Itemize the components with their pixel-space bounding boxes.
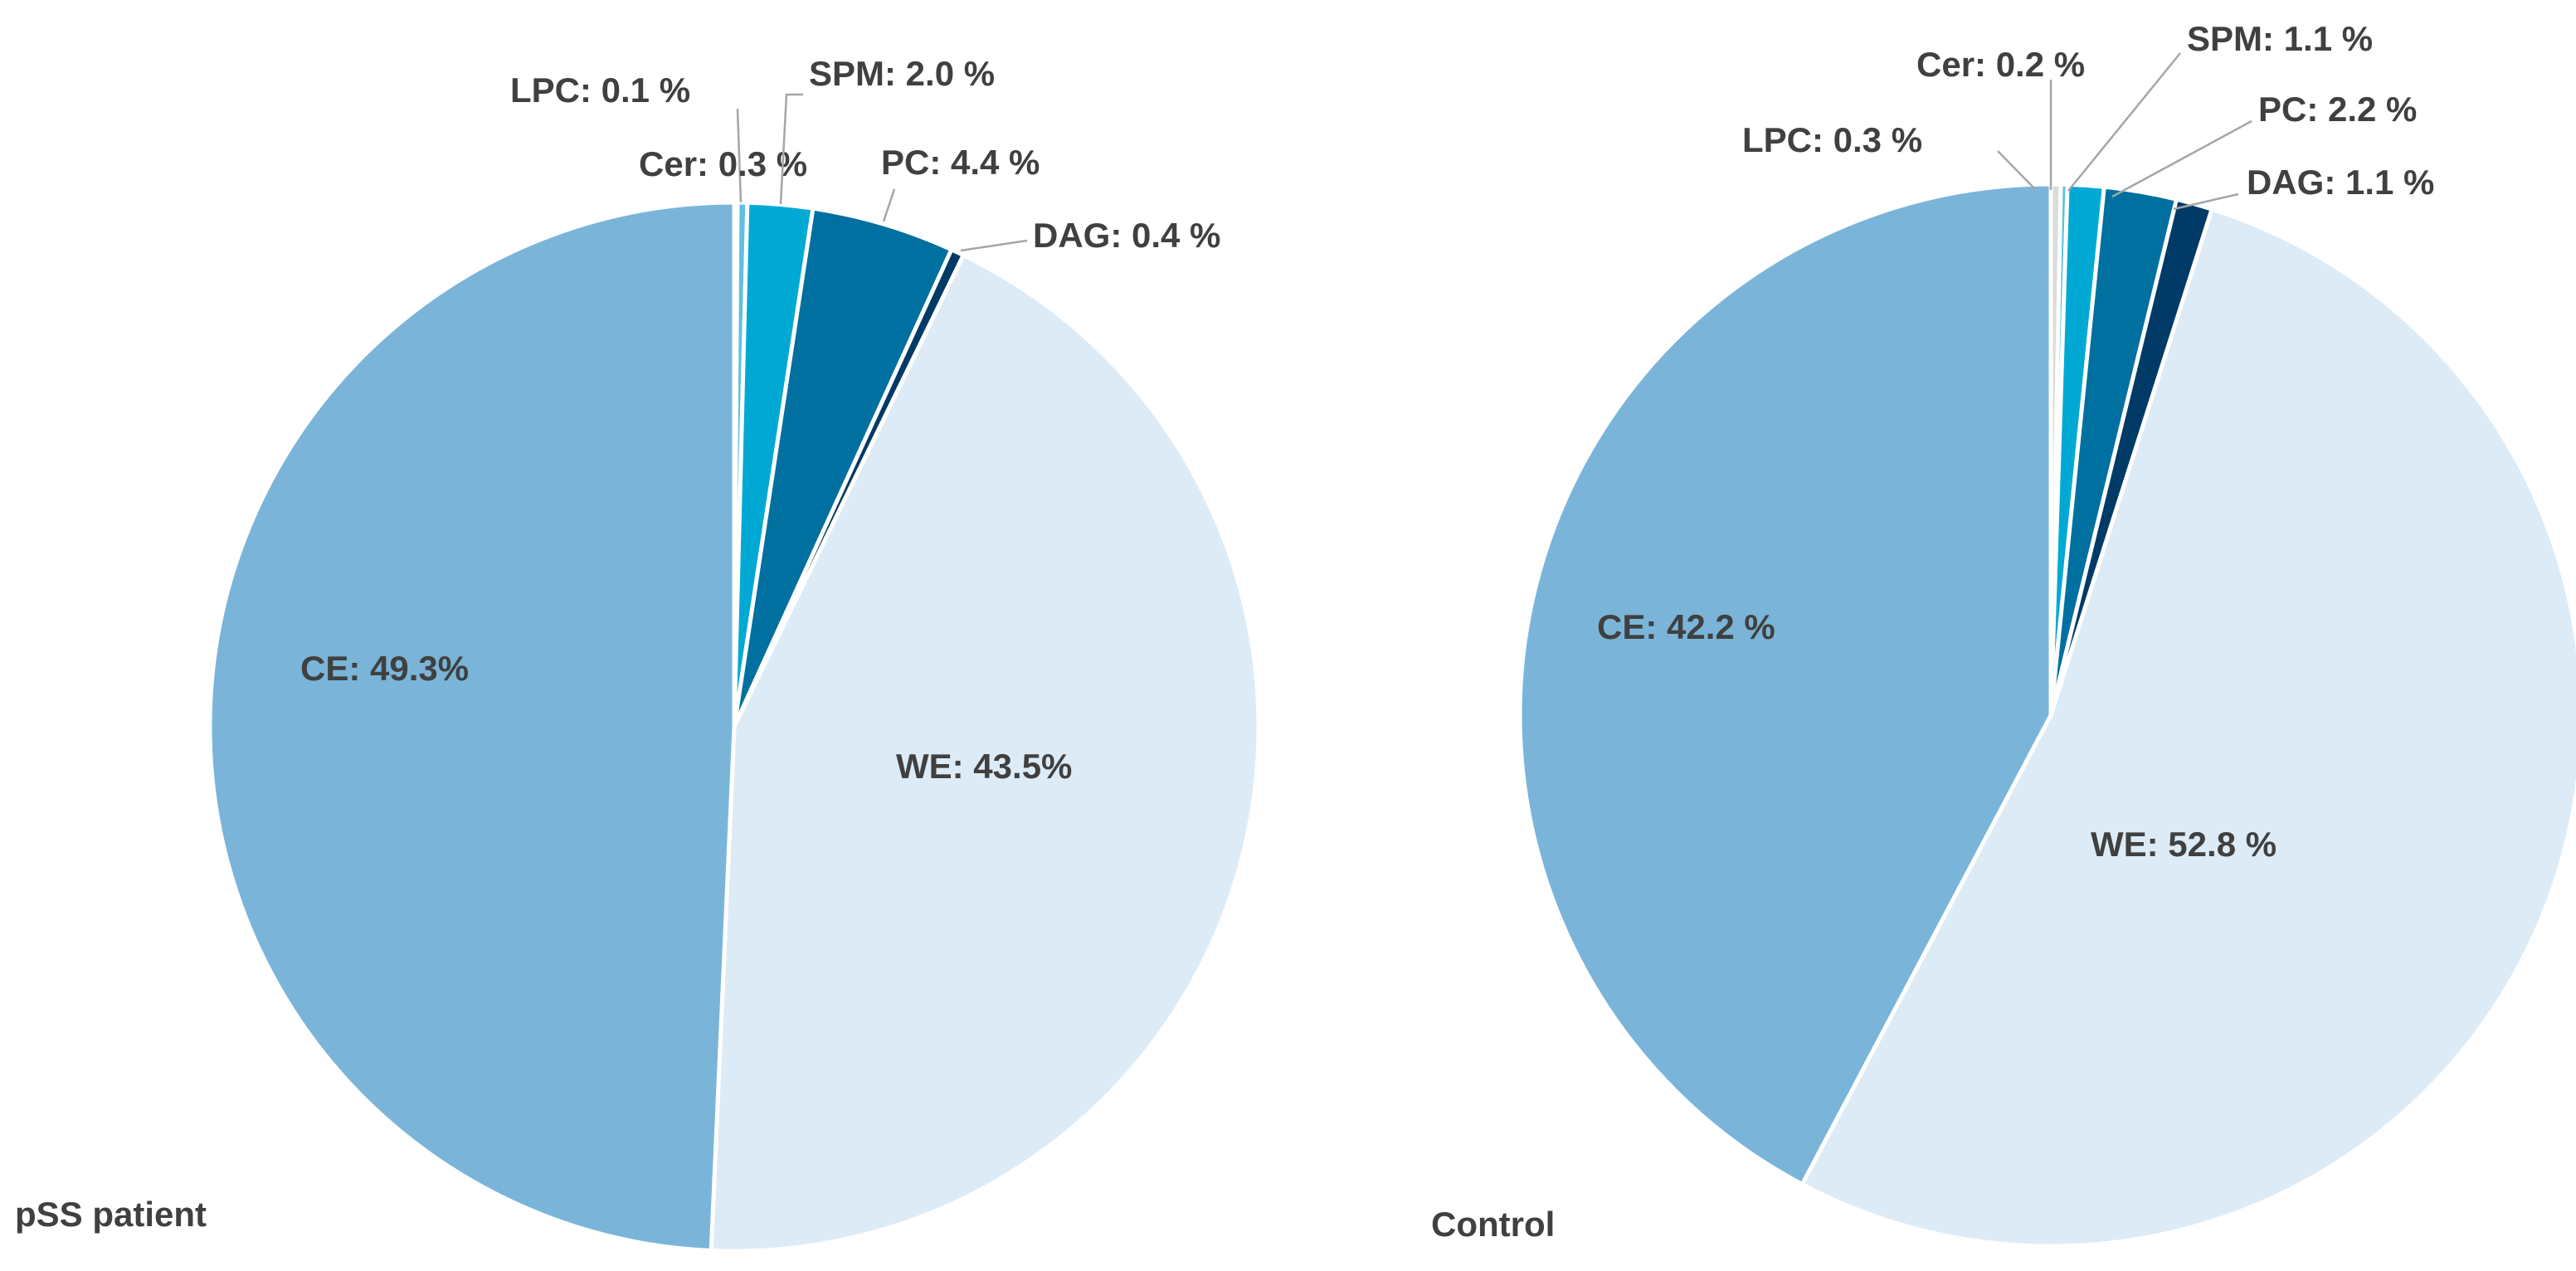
data-label-control-spm: SPM: 1.1 % bbox=[2187, 19, 2373, 58]
pie-slice-control-ce bbox=[1517, 182, 2053, 1187]
pie-slice-control-we bbox=[1799, 207, 2576, 1249]
leader-line-pss-pc bbox=[882, 188, 896, 222]
data-label-control-pc: PC: 2.2 % bbox=[2258, 90, 2417, 129]
data-label-pss-lpc: LPC: 0.1 % bbox=[510, 71, 690, 110]
leader-line-control-lpc bbox=[1997, 150, 2036, 190]
leader-line-control-pc bbox=[2111, 119, 2252, 198]
data-label-control-we: WE: 52.8 % bbox=[2091, 825, 2277, 864]
pie-slice-pss-pc bbox=[732, 206, 955, 728]
leader-line-control-dag bbox=[2173, 192, 2239, 211]
data-label-control-dag: DAG: 1.1 % bbox=[2247, 163, 2434, 202]
leader-line-control-spm bbox=[2067, 52, 2181, 192]
data-label-control-cer: Cer: 0.2 % bbox=[1916, 45, 2085, 84]
data-label-control-lpc: LPC: 0.3 % bbox=[1742, 120, 1922, 159]
data-label-pss-cer: Cer: 0.3 % bbox=[639, 144, 807, 183]
panel-title-control: Control bbox=[1431, 1205, 1555, 1244]
pie-chart-pss-patient: LPC: 0.1 % Cer: 0.3 % SPM: 2.0 % PC: 4.4 % D… bbox=[207, 54, 1261, 1254]
data-label-pss-pc: PC: 4.4 % bbox=[881, 143, 1040, 182]
pie-slice-pss-we bbox=[709, 252, 1261, 1254]
panel-title-pss-patient: pSS patient bbox=[15, 1195, 207, 1234]
pie-chart-control: LPC: 0.3 % Cer: 0.2 % SPM: 1.1 % PC: 2.2 % D… bbox=[1517, 19, 2576, 1249]
leader-line-pss-dag bbox=[960, 239, 1028, 252]
data-label-pss-we: WE: 43.5% bbox=[896, 747, 1072, 786]
data-label-pss-ce: CE: 49.3% bbox=[300, 649, 469, 688]
data-label-pss-spm: SPM: 2.0 % bbox=[809, 54, 995, 93]
leader-line-pss-spm bbox=[779, 93, 803, 205]
pie-slice-pss-ce bbox=[207, 200, 737, 1254]
data-label-control-ce: CE: 42.2 % bbox=[1597, 607, 1775, 646]
data-label-pss-dag: DAG: 0.4 % bbox=[1033, 216, 1220, 255]
leader-line-pss-lpc bbox=[736, 108, 743, 203]
